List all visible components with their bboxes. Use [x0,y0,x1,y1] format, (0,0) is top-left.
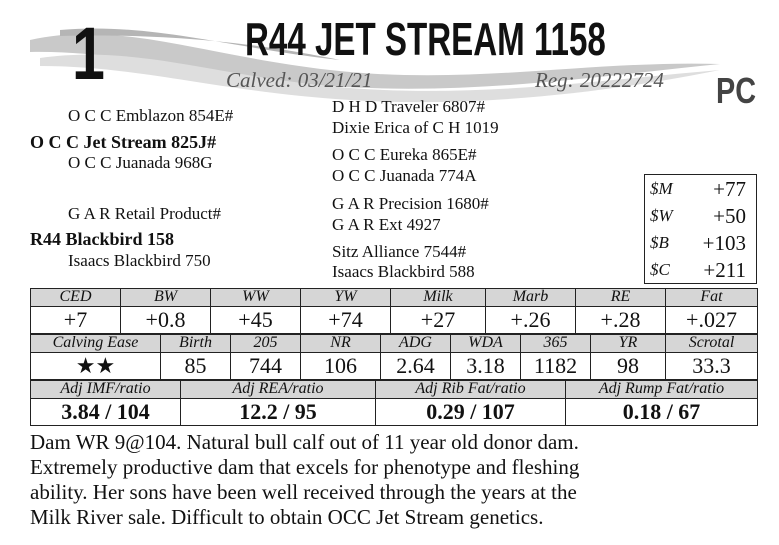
registration: Reg: 20222724 [535,68,664,92]
table-value: 744 [230,352,301,380]
pedigree-name: Sitz Alliance 7544# [332,242,467,261]
pedigree-name: O C C Emblazon 854E# [68,106,234,125]
index-value: +103 [702,231,746,255]
table-header: 365 [520,334,591,353]
table-value: 0.18 / 67 [565,398,758,426]
calved: Calved: 03/21/21 [226,68,373,92]
index-value: +50 [713,204,746,228]
table-value: 106 [300,352,381,380]
table-value: +.28 [575,306,666,334]
table-header: Adj Rib Fat/ratio [375,380,566,399]
table-value: +74 [300,306,391,334]
table-header: Birth [160,334,231,353]
index-value: +211 [703,258,746,282]
index-value: +77 [713,177,746,201]
table-header: YR [590,334,666,353]
table-value: 33.3 [665,352,758,380]
table-value: 3.18 [450,352,521,380]
pedigree-name: Dixie Erica of C H 1019 [332,118,499,137]
table-header: BW [120,288,211,307]
table-header: WDA [450,334,521,353]
notes-line: Extremely productive dam that excels for… [30,455,580,479]
index-label: $M [650,179,673,198]
pedigree-bold: R44 Blackbird 158 [30,229,175,249]
pedigree-name: Isaacs Blackbird 588 [332,262,475,281]
table-value: 85 [160,352,231,380]
table-value: +27 [390,306,486,334]
index-label: $W [650,206,673,225]
table-header: CED [30,288,121,307]
index-label: $B [650,233,669,252]
pedigree-name: D H D Traveler 6807# [332,97,485,116]
table-header: WW [210,288,301,307]
pedigree-name: O C C Juanada 774A [332,166,477,185]
table-header: RE [575,288,666,307]
pedigree-bold: O C C Jet Stream 825J# [30,132,217,152]
table-header: NR [300,334,381,353]
pedigree-name: O C C Juanada 968G [68,153,213,172]
table-header: 205 [230,334,301,353]
table-value: +45 [210,306,301,334]
table-header: Calving Ease [30,334,161,353]
table-value: ★★ [30,352,161,380]
index-box [644,174,757,284]
table-header: YW [300,288,391,307]
table-value: 2.64 [380,352,451,380]
table-header: Adj REA/ratio [180,380,376,399]
table-value: +.26 [485,306,576,334]
notes-line: ability. Her sons have been well receive… [30,480,577,504]
table-value: 0.29 / 107 [375,398,566,426]
table-header: Scrotal [665,334,758,353]
table-value: 12.2 / 95 [180,398,376,426]
table-value: 98 [590,352,666,380]
table-header: ADG [380,334,451,353]
table-value: +7 [30,306,121,334]
pedigree-name: G A R Ext 4927 [332,215,441,234]
pedigree-name: G A R Precision 1680# [332,194,489,213]
table-header: Adj Rump Fat/ratio [565,380,758,399]
table-value: 3.84 / 104 [30,398,181,426]
pedigree-name: G A R Retail Product# [68,204,221,223]
table-value: +0.8 [120,306,211,334]
notes-line: Dam WR 9@104. Natural bull calf out of 1… [30,430,579,454]
tag: PC [716,70,757,111]
pedigree-name: Isaacs Blackbird 750 [68,251,211,270]
index-label: $C [650,260,670,279]
table-value: 1182 [520,352,591,380]
table-header: Marb [485,288,576,307]
title: R44 JET STREAM 1158 [245,13,606,65]
table-header: Fat [665,288,758,307]
table-header: Adj IMF/ratio [30,380,181,399]
pedigree-name: O C C Eureka 865E# [332,145,477,164]
table-header: Milk [390,288,486,307]
swoosh [30,28,720,103]
lot-number: 1 [72,12,105,95]
table-value: +.027 [665,306,758,334]
notes-line: Milk River sale. Difficult to obtain OCC… [30,505,544,529]
